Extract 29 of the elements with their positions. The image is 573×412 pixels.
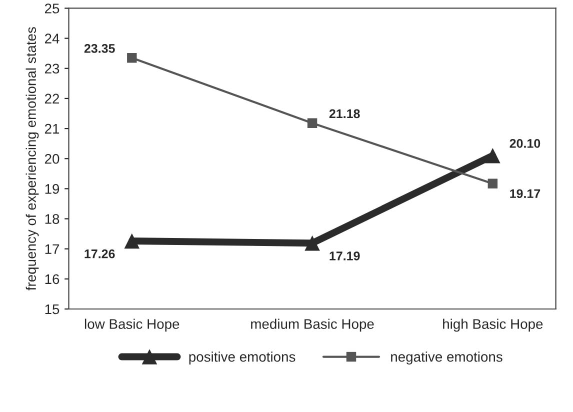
- y-tick-label: 21: [44, 124, 60, 134]
- point: [127, 53, 137, 63]
- x-tick-label: medium Basic Hope: [251, 318, 374, 332]
- data-label: 20.10: [510, 139, 540, 148]
- data-label: 17.26: [84, 249, 115, 258]
- y-tick-label: 16: [45, 274, 60, 284]
- y-tick-label: 20: [44, 154, 60, 164]
- y-tick-label: 19: [45, 184, 60, 194]
- point: [488, 178, 498, 188]
- data-label: 17.19: [330, 252, 360, 260]
- point: [307, 118, 318, 128]
- y-axis-title: frequency of experiencing emotional states: [26, 27, 39, 290]
- data-label: 19.17: [510, 189, 540, 198]
- y-tick-label: 17: [45, 244, 60, 254]
- y-tick-label: 24: [44, 34, 60, 44]
- y-tick-label: 18: [45, 214, 60, 224]
- data-label: 21.18: [329, 109, 360, 118]
- y-tick-label: 22: [44, 94, 60, 104]
- point: [304, 235, 320, 251]
- x-tick-label: high Basic Hope: [443, 318, 543, 332]
- legend-label: positive emotions: [189, 352, 296, 365]
- data-label: 23.35: [84, 44, 115, 53]
- point: [124, 233, 140, 249]
- point: [485, 148, 500, 164]
- y-tick-label: 23: [44, 64, 60, 74]
- y-tick-label: 25: [44, 4, 60, 14]
- y-tick-label: 15: [45, 304, 60, 314]
- legend-label: negative emotions: [391, 352, 502, 365]
- x-tick-label: low Basic Hope: [84, 318, 180, 332]
